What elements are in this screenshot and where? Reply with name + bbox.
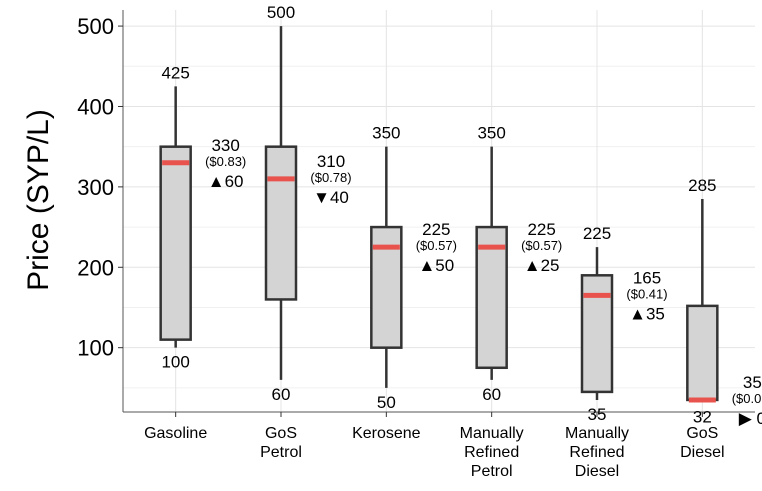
box [475,225,508,370]
x-tick-label: GoS [265,425,297,442]
usd-label: ($0.78) [310,170,351,185]
max-label: 285 [688,176,716,195]
x-tick-label: Petrol [471,463,513,480]
median-value-label: 165 [633,268,661,287]
usd-label: ($0.41) [626,286,667,301]
y-tick-label: 300 [77,175,114,200]
max-label: 225 [583,224,611,243]
x-tick-label: Refined [464,444,519,461]
x-tick-label: GoS [686,425,718,442]
box [159,145,192,341]
min-label: 50 [377,393,396,412]
usd-label: ($0.57) [416,238,457,253]
min-label: 100 [161,353,189,372]
change-label: ▶ 0 [739,409,762,428]
change-label: ▲35 [629,304,665,323]
median-value-label: 330 [211,136,239,155]
change-label: ▲50 [418,256,454,275]
x-tick-label: Petrol [260,444,302,461]
usd-label: ($0.57) [521,238,562,253]
max-label: 350 [477,124,505,143]
box [686,304,719,402]
max-label: 350 [372,124,400,143]
min-label: 60 [272,385,291,404]
box [580,274,614,394]
median-value-label: 225 [527,220,555,239]
max-label: 500 [267,3,295,22]
min-label: 60 [482,385,501,404]
median-value-label: 35 [743,373,762,392]
y-axis-title: Price (SYP/L) [22,109,55,291]
box [264,145,298,301]
axes: 100 200 300 400 500 Gasoline GoS Petrol Kerosene… [77,10,755,480]
usd-label: ($0.83) [205,154,246,169]
x-tick-label: Diesel [680,444,724,461]
x-tick-label: Kerosene [352,425,421,442]
min-label: 35 [588,405,607,424]
boxes [159,26,719,403]
change-label: ▲25 [524,256,560,275]
y-tick-label: 100 [77,336,114,361]
grid [123,10,755,412]
x-tick-label: Manually [565,425,629,442]
median-value-label: 310 [317,152,345,171]
x-tick-label: Gasoline [144,425,207,442]
x-tick-label: Diesel [575,463,619,480]
x-tick-label: Manually [460,425,524,442]
usd-label: ($0.09) [732,391,762,406]
max-label: 425 [161,63,189,82]
y-tick-label: 400 [77,94,114,119]
y-tick-label: 200 [77,255,114,280]
annotations: 425 100 330($0.83) ▲60 500 60 310($0.78) ▼40 350… [161,3,762,428]
change-label: ▼40 [313,188,349,207]
x-tick-label: Refined [569,444,624,461]
min-label: 32 [693,407,712,426]
median-value-label: 225 [422,220,450,239]
change-label: ▲60 [208,172,244,191]
y-tick-label: 500 [77,14,114,39]
